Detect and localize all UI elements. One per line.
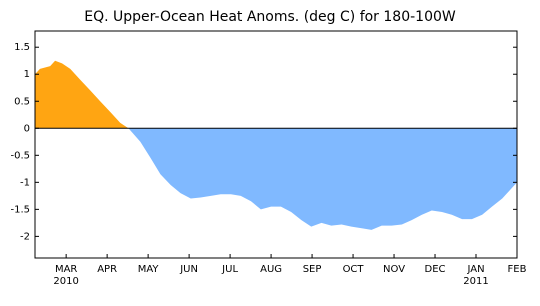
x-tick-label: APR [97,264,117,275]
x-tick-label: DEC [425,264,446,275]
x-tick-label: MAR [55,264,77,275]
y-tick-label: 1.5 [14,42,30,53]
y-tick-label: 0.5 [14,96,30,107]
x-tick-label: MAY [138,264,160,275]
x-tick-label: OCT [343,264,365,275]
x-tick-label: JUL [221,264,238,275]
x-tick-label: AUG [260,264,282,275]
year-label: 2010 [53,276,78,287]
x-tick-label: FEB [508,264,527,275]
x-tick-label: NOV [383,264,405,275]
year-label: 2011 [463,276,488,287]
negative-area [35,128,517,230]
x-tick-label: JUN [179,264,198,275]
y-tick-label: -1.5 [10,204,30,215]
y-tick-label: -2 [20,231,30,242]
positive-area [35,60,129,129]
x-tick-label: SEP [303,264,322,275]
y-tick-label: 0 [24,123,30,134]
y-tick-label: 1 [24,69,30,80]
plot-frame [34,30,518,259]
y-tick-label: -0.5 [10,150,30,161]
chart-title: EQ. Upper-Ocean Heat Anoms. (deg C) for … [84,9,456,25]
y-tick-label: -1 [20,177,30,188]
x-tick-label: JAN [466,264,484,275]
